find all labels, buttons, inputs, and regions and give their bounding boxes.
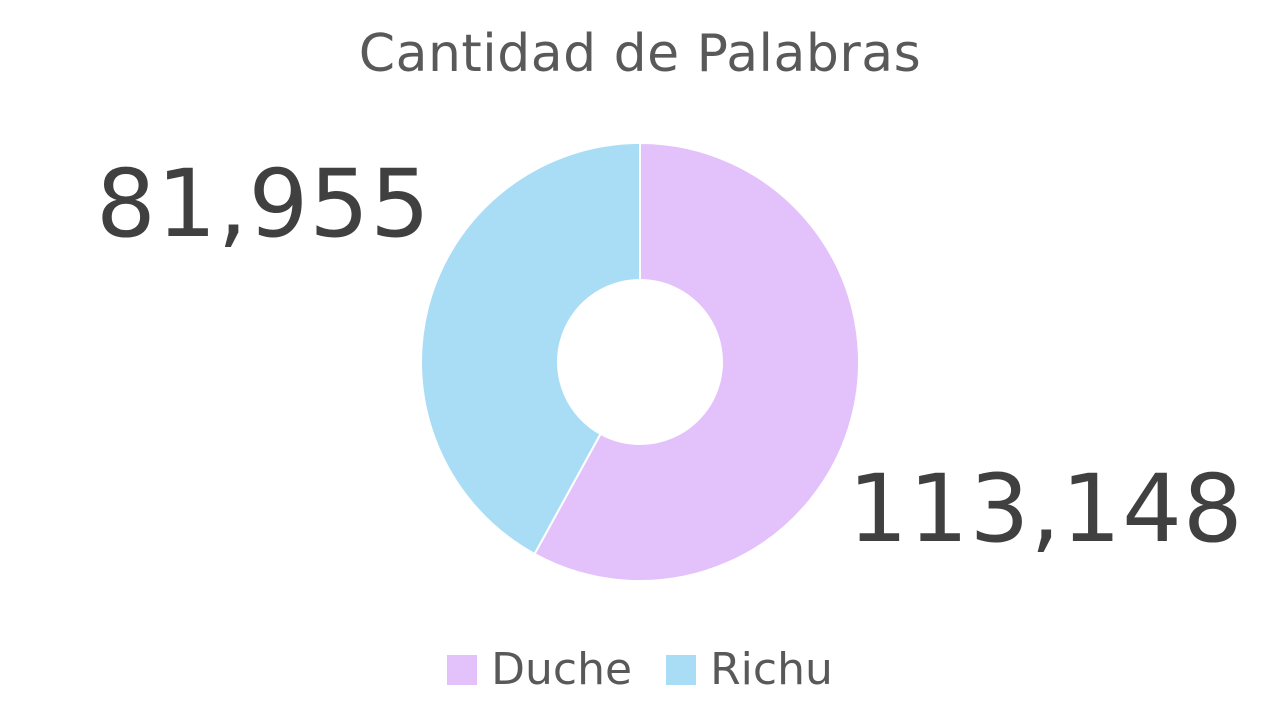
legend-label-duche: Duche	[491, 644, 633, 695]
data-label-duche: 113,148	[848, 455, 1244, 564]
legend-swatch-duche	[447, 655, 478, 685]
data-label-richu: 81,955	[96, 150, 431, 259]
legend-item-richu: Richu	[666, 640, 833, 700]
legend: Duche Richu	[0, 640, 1280, 700]
donut-slice-richu	[420, 141, 641, 556]
legend-item-duche: Duche	[447, 640, 632, 700]
legend-swatch-richu	[666, 655, 697, 685]
legend-label-richu: Richu	[710, 644, 833, 695]
donut-slice-duche	[533, 141, 860, 582]
chart-title: Cantidad de Palabras	[358, 24, 922, 84]
